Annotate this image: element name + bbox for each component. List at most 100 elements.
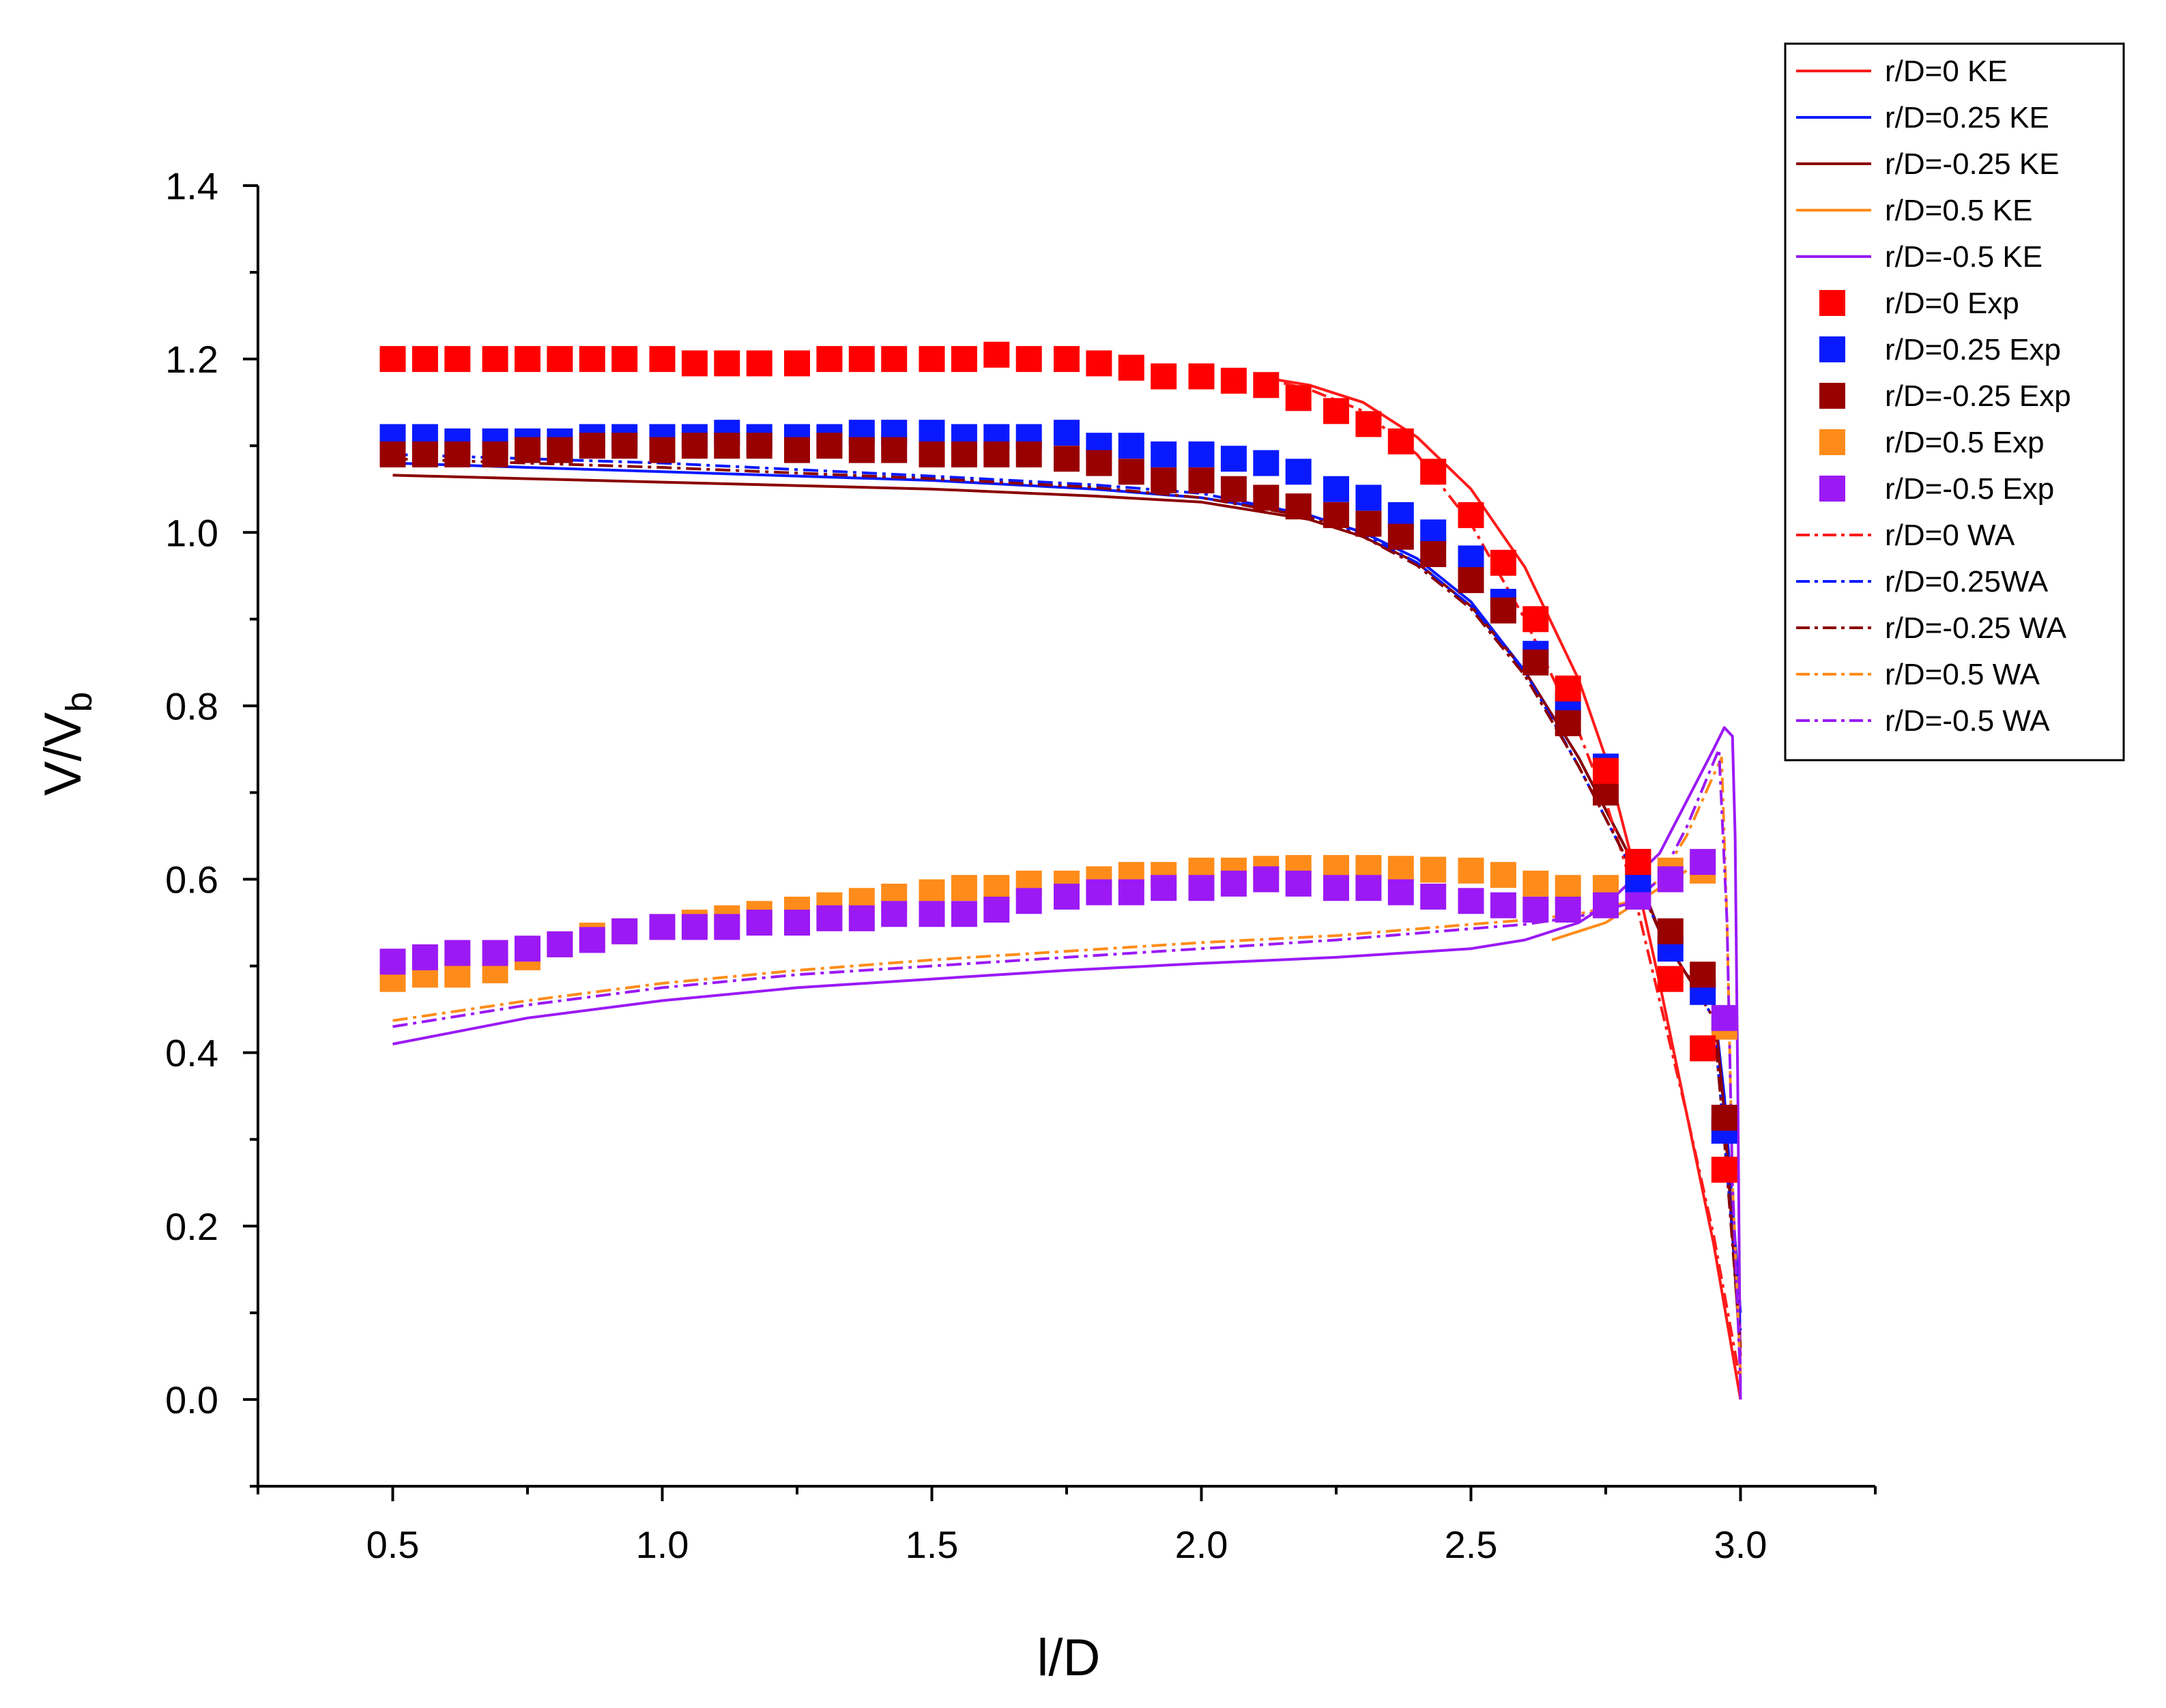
y-axis-title-main: V/V: [34, 712, 92, 796]
data-point-r-d-0-5-exp: [1220, 870, 1247, 897]
data-point-r-d-0-25-exp: [1086, 450, 1112, 476]
legend: r/D=0 KE r/D=0.25 KE r/D=-0.25 KE r/D=0.5 K…: [1784, 42, 2125, 762]
data-point-r-d-0-5-exp: [1690, 849, 1716, 875]
y-tick-label: 1.4: [165, 164, 218, 207]
data-point-r-d-0-exp: [1054, 346, 1080, 373]
data-point-r-d-0-25-exp: [611, 433, 638, 459]
y-axis-title: V/Vb: [34, 692, 100, 796]
data-point-r-d-0-5-exp: [951, 901, 977, 927]
data-point-r-d-0-exp: [1086, 350, 1112, 377]
data-point-r-d-0-exp: [1323, 398, 1349, 424]
data-point-r-d-0-5-exp: [379, 949, 406, 975]
legend-swatch-r-d-0-5-exp: [1819, 476, 1845, 502]
data-point-r-d-0-5-exp: [919, 901, 945, 927]
data-point-r-d-0-5-exp: [1323, 875, 1349, 901]
data-point-r-d-0-exp: [579, 346, 605, 373]
data-point-r-d-0-25-exp: [881, 437, 908, 463]
data-point-r-d-0-exp: [1625, 849, 1651, 875]
data-point-r-d-0-25-exp: [1253, 450, 1280, 476]
y-tick-label: 0.8: [165, 684, 218, 727]
data-point-r-d-0-25-exp: [1323, 502, 1349, 528]
data-point-r-d-0-exp: [649, 346, 676, 373]
data-point-r-d-0-5-exp: [681, 914, 708, 940]
data-point-r-d-0-exp: [983, 341, 1010, 368]
x-tick-label: 0.5: [366, 1523, 420, 1566]
data-point-r-d-0-25-exp: [1490, 597, 1516, 624]
data-point-r-d-0-5-exp: [1711, 1004, 1737, 1031]
data-point-r-d-0-exp: [1253, 372, 1280, 399]
data-point-r-d-0-exp: [1188, 363, 1215, 390]
data-point-r-d-0-5-exp: [579, 927, 605, 953]
data-point-r-d-0-exp: [1118, 354, 1144, 381]
data-point-r-d-0-5-exp: [1086, 879, 1112, 906]
data-point-r-d-0-5-exp: [1285, 870, 1312, 897]
data-point-r-d-0-5-exp: [1593, 892, 1619, 918]
data-point-r-d-0-exp: [848, 346, 875, 373]
data-point-r-d-0-25-exp: [784, 437, 810, 463]
data-point-r-d-0-exp: [784, 350, 810, 377]
data-point-r-d-0-5-exp: [1387, 856, 1414, 882]
data-point-r-d-0-exp: [1151, 363, 1177, 390]
data-point-r-d-0-exp: [1490, 549, 1516, 576]
y-tick-label: 0.0: [165, 1378, 218, 1421]
data-point-r-d-0-25-exp: [1711, 1104, 1737, 1131]
data-point-r-d-0-25-exp: [1420, 541, 1447, 568]
data-point-r-d-0-5-exp: [919, 879, 945, 906]
data-point-r-d-0-exp: [1015, 346, 1042, 373]
legend-label-r-d-0-5-wa: r/D=0.5 WA: [1885, 658, 2040, 691]
data-point-r-d-0-25-exp: [1220, 446, 1247, 472]
data-point-r-d-0-exp: [379, 346, 406, 373]
data-point-r-d-0-exp: [746, 350, 772, 377]
data-point-r-d-0-25-exp: [1253, 484, 1280, 511]
data-point-r-d-0-exp: [515, 346, 540, 373]
y-tick-label: 0.6: [165, 858, 218, 901]
data-point-r-d-0-25-exp: [1387, 523, 1414, 550]
data-point-r-d-0-5-exp: [951, 875, 977, 901]
data-point-r-d-0-5-exp: [515, 936, 540, 962]
data-point-r-d-0-25-exp: [1593, 779, 1619, 806]
data-point-r-d-0-25-exp: [1054, 446, 1080, 472]
data-point-r-d-0-exp: [1220, 367, 1247, 394]
data-point-r-d-0-5-exp: [1490, 892, 1516, 918]
data-point-r-d-0-25-exp: [1188, 441, 1215, 467]
legend-label-r-d-0-5-ke: r/D=-0.5 KE: [1885, 240, 2042, 274]
legend-label-r-d-0-25-ke: r/D=-0.25 KE: [1885, 147, 2060, 181]
data-point-r-d-0-exp: [1355, 411, 1382, 437]
legend-label-r-d-0-5-wa: r/D=-0.5 WA: [1885, 704, 2050, 738]
series-line-r-d-0-5-wa: [392, 756, 1742, 1374]
data-point-r-d-0-exp: [1420, 459, 1447, 485]
data-point-r-d-0-25-exp: [1285, 493, 1312, 520]
data-point-r-d-0-exp: [411, 346, 438, 373]
data-point-r-d-0-25-exp: [681, 433, 708, 459]
series-line-r-d-0-25wa: [392, 452, 1742, 1331]
data-point-r-d-0-5-exp: [482, 940, 508, 966]
data-point-r-d-0-25-exp: [1355, 510, 1382, 537]
data-point-r-d-0-exp: [1458, 502, 1484, 528]
x-tick-label: 3.0: [1714, 1523, 1767, 1566]
data-point-r-d-0-5-exp: [1054, 883, 1080, 910]
data-point-r-d-0-exp: [919, 346, 945, 373]
legend-label-r-d-0-25-exp: r/D=-0.25 Exp: [1885, 379, 2071, 413]
data-point-r-d-0-25-exp: [919, 441, 945, 467]
data-point-r-d-0-25-exp: [746, 433, 772, 459]
data-point-r-d-0-25-exp: [1220, 476, 1247, 502]
data-point-r-d-0-5-exp: [444, 940, 471, 966]
data-point-r-d-0-5-exp: [1657, 866, 1684, 893]
series-line-r-d-0-5-ke: [392, 726, 1742, 1400]
legend-swatch-r-d-0-25-exp: [1819, 383, 1845, 409]
data-point-r-d-0-5-exp: [1490, 862, 1516, 888]
data-point-r-d-0-25-exp: [1015, 441, 1042, 467]
legend-swatch-r-d-0-25-exp: [1819, 336, 1845, 362]
data-point-r-d-0-5-exp: [1458, 888, 1484, 914]
x-tick-label: 2.5: [1445, 1523, 1498, 1566]
data-point-r-d-0-25-exp: [411, 441, 438, 467]
data-point-r-d-0-25-exp: [1323, 476, 1349, 502]
data-point-r-d-0-25-exp: [1151, 441, 1177, 467]
x-tick-label: 2.0: [1175, 1523, 1228, 1566]
legend-swatch-r-d-0-5-exp: [1819, 429, 1845, 455]
data-point-r-d-0-exp: [1285, 385, 1312, 411]
data-point-r-d-0-5-exp: [1522, 870, 1549, 897]
legend-label-r-d-0-25-exp: r/D=0.25 Exp: [1885, 333, 2061, 366]
data-point-r-d-0-exp: [1555, 675, 1581, 701]
data-point-r-d-0-25-exp: [1458, 545, 1484, 572]
